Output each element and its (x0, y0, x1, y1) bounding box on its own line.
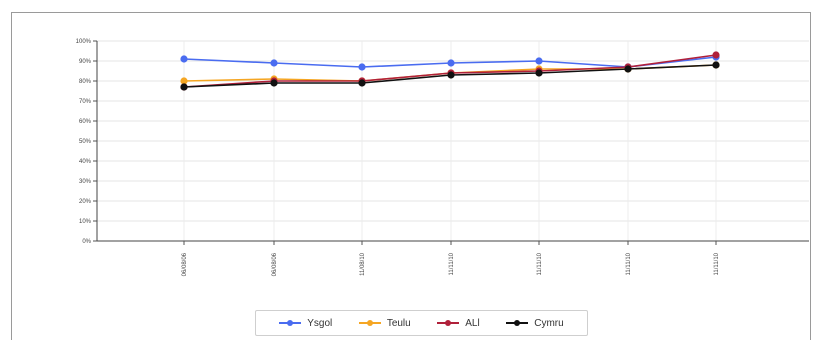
legend-label-ysgol: Ysgol (307, 317, 333, 329)
legend-item-teulu[interactable]: Teulu (358, 317, 411, 329)
x-tick-label: 06/08/06 (182, 252, 188, 276)
point-ysgol[interactable] (270, 59, 278, 67)
point-cymru[interactable] (358, 79, 366, 87)
point-teulu[interactable] (180, 77, 188, 85)
legend-label-teulu: Teulu (386, 317, 411, 329)
legend-swatch-ysgol (279, 318, 302, 328)
y-tick-label: 20% (79, 199, 92, 205)
point-ysgol[interactable] (180, 55, 188, 63)
grid (97, 40, 809, 242)
y-tick-label: 80% (79, 79, 92, 85)
point-cymru[interactable] (712, 61, 720, 69)
legend-item-cymru[interactable]: Cymru (506, 317, 564, 329)
legend: Ysgol Teulu ALl Cymru (255, 310, 588, 336)
y-tick-label: 0% (82, 239, 91, 245)
x-tick-label: 11/11/10 (626, 252, 632, 275)
point-cymru[interactable] (447, 71, 455, 79)
legend-label-cymru: Cymru (534, 317, 564, 329)
legend-item-all[interactable]: ALl (437, 317, 480, 329)
legend-label-all: ALl (465, 317, 480, 329)
y-tick-label: 60% (79, 119, 92, 125)
y-tick-label: 70% (79, 99, 92, 105)
chart-panel: 0% 10% 20% 30% 40% 50% 60% 70% 80% 90% 100% 06/08/… (11, 12, 811, 340)
legend-swatch-all (437, 318, 460, 328)
legend-swatch-cymru (506, 318, 529, 328)
point-ysgol[interactable] (447, 59, 455, 67)
x-tick-label: 11/11/10 (449, 252, 455, 275)
legend-item-ysgol[interactable]: Ysgol (279, 318, 332, 329)
x-tick-label: 11/08/10 (360, 252, 366, 276)
y-axis: 0% 10% 20% 30% 40% 50% 60% 70% 80% 90% 100% (76, 39, 98, 245)
point-cymru[interactable] (535, 69, 543, 77)
point-ysgol[interactable] (358, 63, 366, 71)
point-cymru[interactable] (180, 83, 188, 91)
line-chart: 0% 10% 20% 30% 40% 50% 60% 70% 80% 90% 100% 06/08/… (76, 39, 809, 276)
y-tick-label: 30% (79, 179, 92, 185)
y-tick-label: 100% (76, 39, 92, 45)
legend-swatch-teulu (358, 318, 381, 328)
x-tick-label: 11/11/10 (714, 252, 720, 275)
point-ysgol[interactable] (535, 57, 543, 65)
series-layer (180, 51, 720, 91)
point-cymru[interactable] (270, 79, 278, 87)
y-tick-label: 50% (79, 139, 92, 145)
y-tick-label: 40% (79, 159, 92, 165)
y-tick-label: 10% (79, 219, 92, 225)
y-tick-label: 90% (79, 59, 92, 65)
x-tick-label: 11/11/10 (537, 252, 543, 275)
x-tick-label: 06/08/06 (272, 252, 278, 276)
point-all[interactable] (712, 51, 720, 59)
point-cymru[interactable] (624, 65, 632, 73)
x-axis: 06/08/06 06/08/06 11/08/10 11/11/10 11/11/10… (97, 240, 809, 276)
